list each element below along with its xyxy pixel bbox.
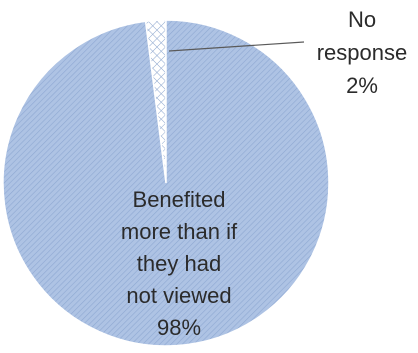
benefited-label-line-4: not viewed <box>126 283 231 308</box>
benefited-label-line-2: more than if <box>121 219 238 244</box>
benefited-label-line-5: 98% <box>157 315 201 340</box>
pie-slices <box>2 19 330 347</box>
slice-label-benefited: Benefited more than if they had not viewed 9… <box>121 187 238 340</box>
pie-slice-benefited <box>2 19 330 347</box>
benefited-label-line-3: they had <box>137 251 221 276</box>
no-response-label-line-1: No <box>348 7 376 32</box>
callout-leader-line <box>168 41 305 52</box>
slice-label-no-response: No response 2% <box>317 7 408 98</box>
benefited-label-line-1: Benefited <box>133 187 226 212</box>
no-response-label-line-3: 2% <box>346 73 378 98</box>
no-response-label-line-2: response <box>317 40 408 65</box>
